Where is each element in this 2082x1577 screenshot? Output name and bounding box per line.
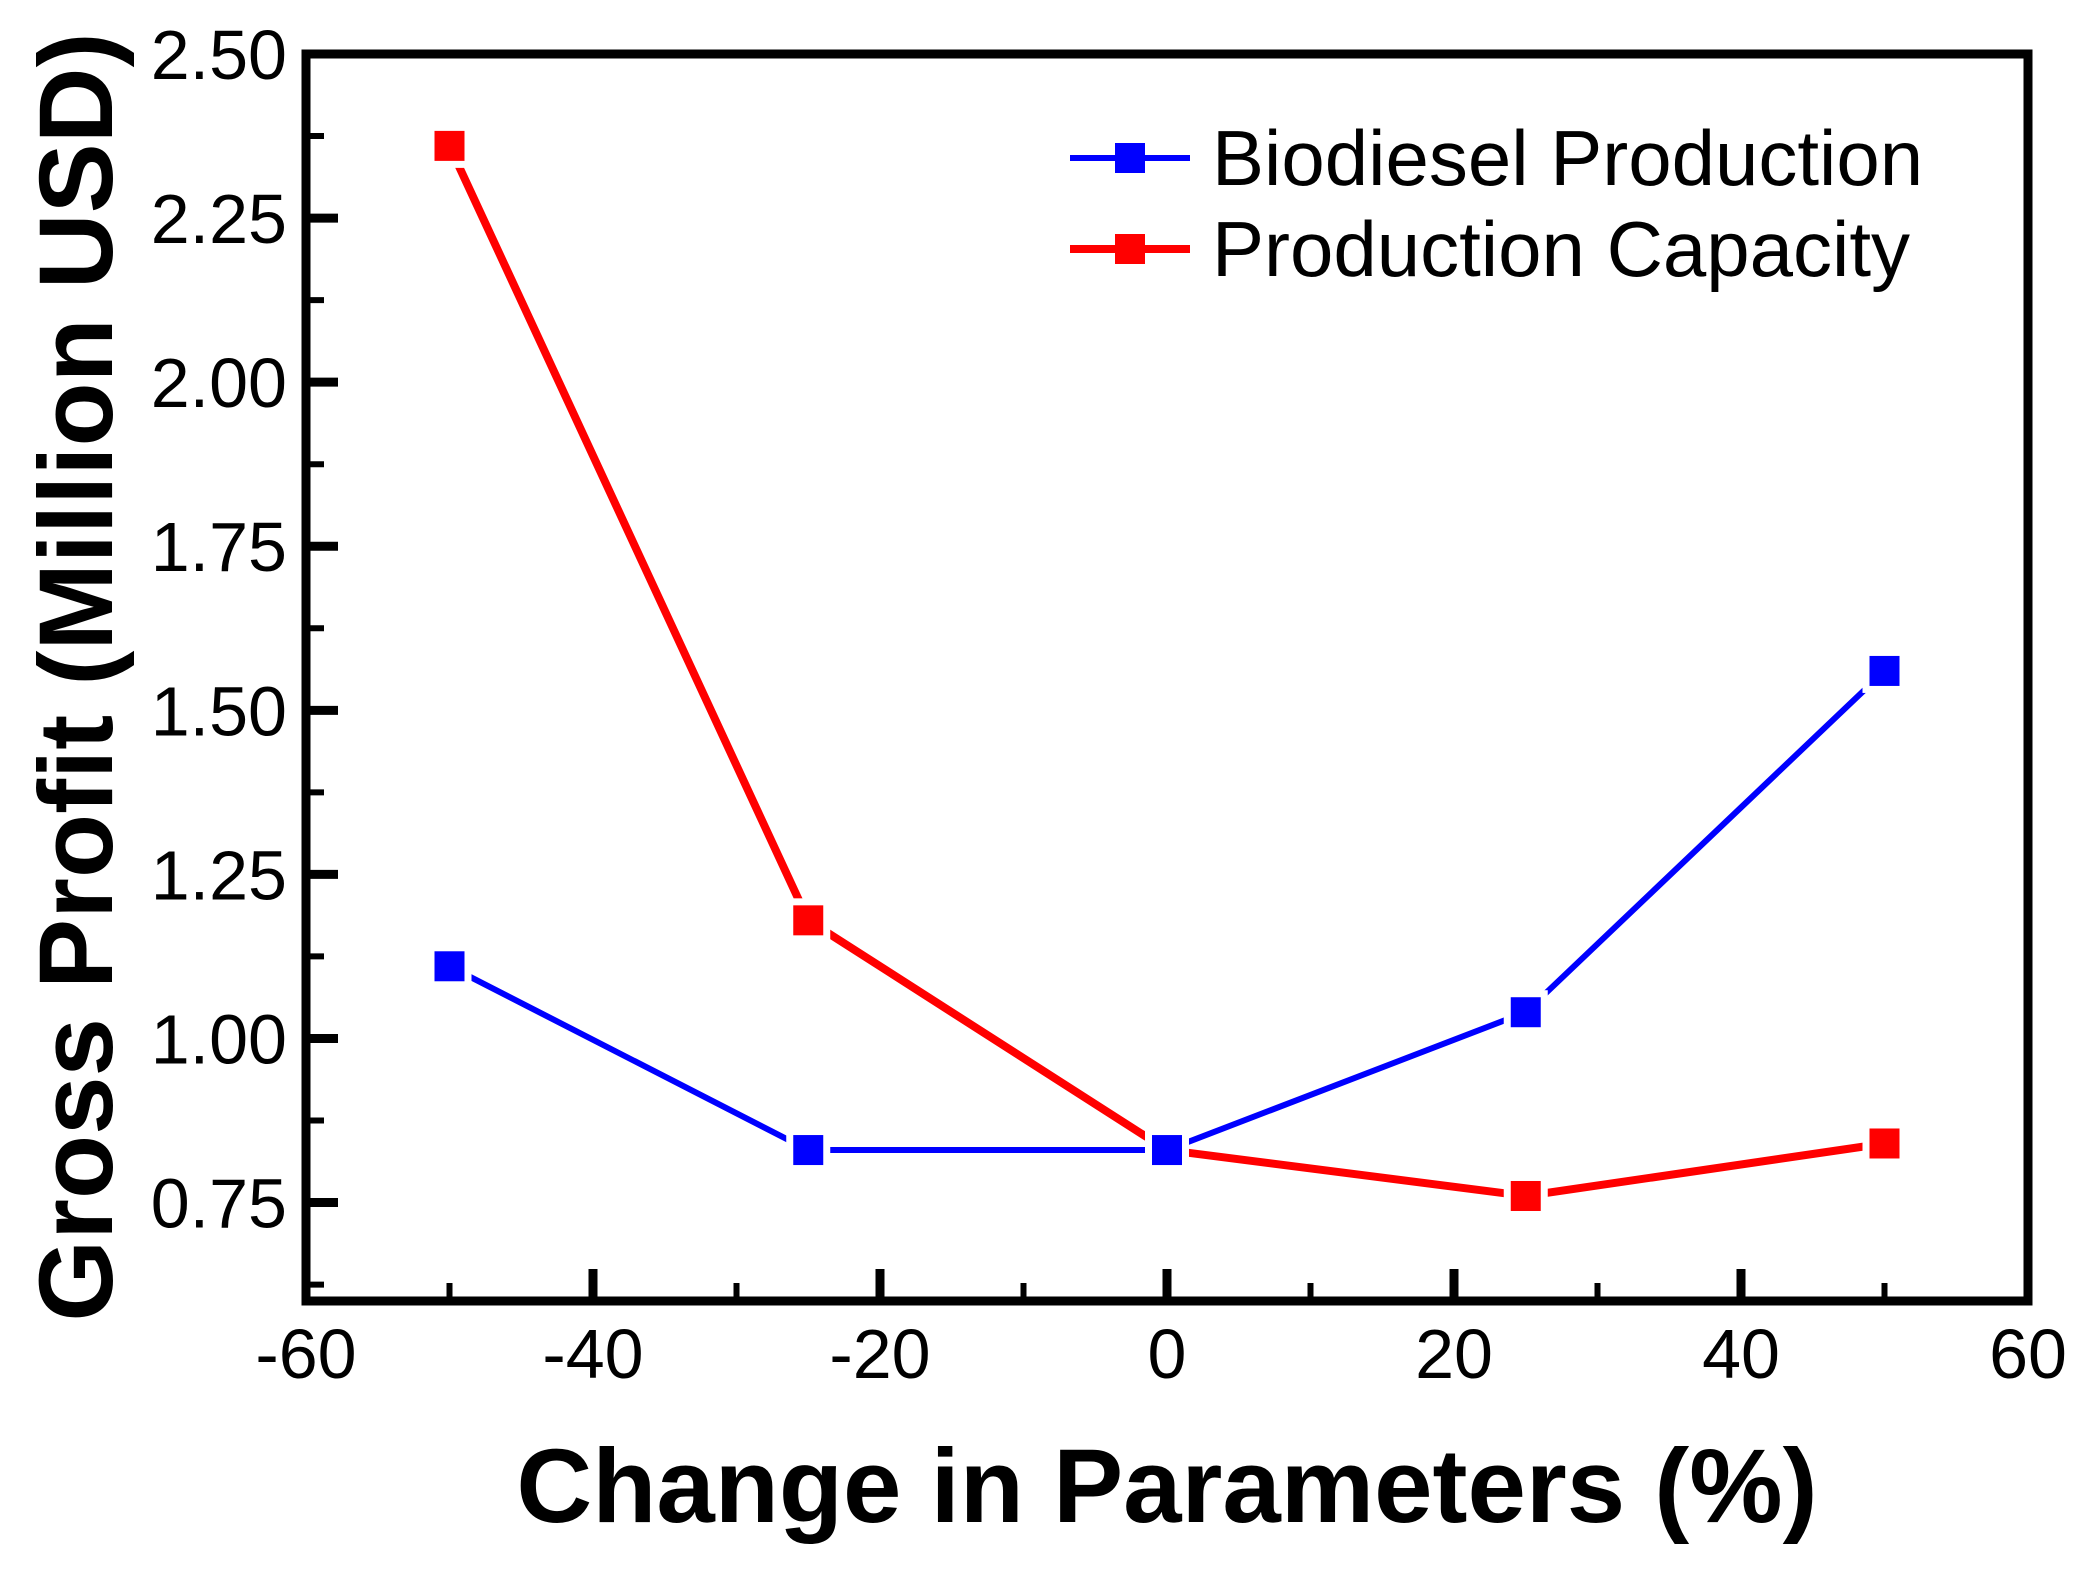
series-layer — [427, 123, 1907, 1218]
y-tick-label: 2.50 — [151, 16, 287, 94]
marker-production-capacity — [1510, 1180, 1541, 1211]
marker-biodiesel-production — [1152, 1135, 1182, 1166]
marker-biodiesel-production — [434, 951, 465, 982]
marker-biodiesel-production — [1510, 997, 1541, 1028]
x-tick-label: -40 — [542, 1315, 643, 1393]
marker-production-capacity — [793, 905, 824, 936]
marker-production-capacity — [434, 130, 465, 161]
y-tick-label: 0.75 — [151, 1165, 287, 1243]
x-tick-label: 40 — [1702, 1315, 1780, 1393]
legend-label: Biodiesel Production — [1212, 114, 1923, 202]
marker-biodiesel-production — [793, 1135, 824, 1166]
legend-item-production-capacity: Production Capacity — [1070, 205, 1910, 293]
ticks-layer — [301, 49, 2033, 1301]
y-tick-label: 1.25 — [151, 836, 287, 914]
series-line-production-capacity — [445, 144, 1886, 1201]
marker-biodiesel-production — [1869, 655, 1900, 686]
x-tick-label: 20 — [1415, 1315, 1493, 1393]
y-tick-label: 1.75 — [151, 508, 287, 586]
y-tick-label: 1.00 — [151, 1000, 287, 1078]
x-axis-title: Change in Parameters (%) — [516, 1428, 1817, 1545]
y-axis-title: Gross Profit (Million USD) — [18, 32, 135, 1321]
y-tick-label: 2.00 — [151, 344, 287, 422]
y-tick-label: 2.25 — [151, 180, 287, 258]
x-tick-label: -60 — [255, 1315, 356, 1393]
legend-label: Production Capacity — [1212, 205, 1910, 293]
x-tick-label: 0 — [1148, 1315, 1187, 1393]
series-line-biodiesel-production — [448, 668, 1887, 1154]
legend-item-biodiesel-production: Biodiesel Production — [1070, 114, 1923, 202]
y-tick-label: 1.50 — [151, 672, 287, 750]
tick-labels-layer: -60 -40 -20 0 20 40 60 0.75 1.00 1.25 1.50 1.75 2.00… — [151, 16, 2067, 1393]
legend-marker-square — [1115, 143, 1145, 173]
x-tick-label: 60 — [1989, 1315, 2067, 1393]
x-tick-label: -20 — [829, 1315, 930, 1393]
legend-marker-square — [1115, 234, 1145, 264]
marker-production-capacity — [1869, 1128, 1900, 1159]
